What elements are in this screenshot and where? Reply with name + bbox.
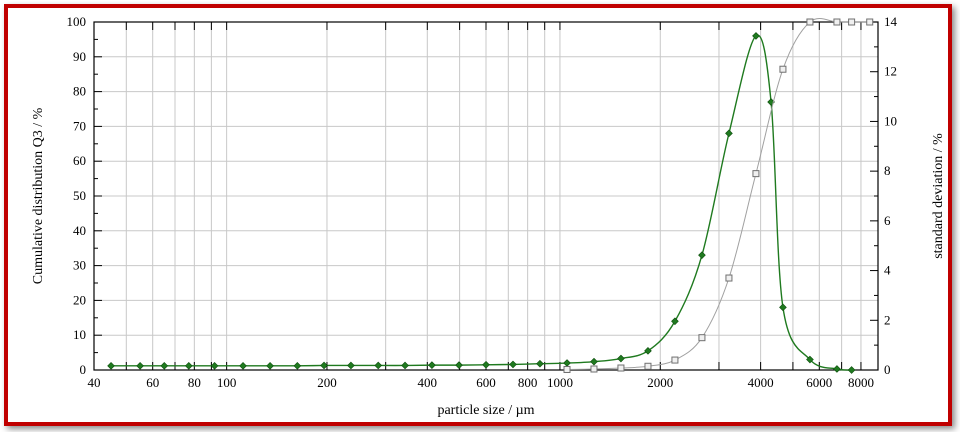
y-right-tick-label: 12 (884, 64, 897, 79)
data-point-diamond (725, 129, 733, 138)
data-point-square (590, 365, 598, 373)
data-point-square (779, 65, 787, 73)
y-right-tick-label: 2 (884, 312, 891, 327)
data-point-diamond (833, 365, 841, 373)
series-line-2 (566, 18, 870, 371)
y-right-tick-label: 10 (884, 113, 897, 128)
x-tick-label: 2000 (647, 375, 673, 390)
data-point-diamond (671, 317, 679, 326)
y-left-tick-label: 80 (73, 84, 86, 99)
y-right-tick-label: 6 (884, 213, 891, 228)
data-point-diamond (698, 251, 706, 259)
data-point-diamond (752, 32, 760, 40)
data-point-square (752, 170, 760, 178)
data-point-diamond (293, 361, 302, 370)
data-point-diamond (536, 359, 544, 368)
series-line-1 (111, 34, 852, 371)
data-point-diamond (455, 361, 463, 369)
data-point-diamond (779, 303, 787, 312)
y-left-axis-title: Cumulative distribution Q3 / % (31, 107, 46, 284)
data-point-diamond (428, 361, 436, 369)
x-tick-label: 100 (217, 375, 237, 390)
y-right-tick-label: 0 (884, 362, 891, 377)
y-left-tick-label: 30 (73, 258, 86, 273)
x-tick-label: 8000 (848, 375, 874, 390)
data-point-diamond (320, 361, 328, 370)
data-point-diamond (509, 360, 517, 369)
data-point-diamond (266, 361, 274, 370)
y-right-tick-label: 8 (884, 163, 891, 178)
data-point-diamond (590, 357, 598, 366)
x-tick-label: 6000 (806, 375, 832, 390)
x-tick-label: 800 (518, 375, 538, 390)
data-point-diamond (210, 361, 219, 370)
x-tick-label: 600 (476, 375, 496, 390)
data-point-square (833, 18, 841, 26)
chart-frame: 0 10 20 30 40 50 60 70 80 90 100 0 2 4 6 8 10 12 14 40 60 80 1… (4, 4, 952, 426)
y-left-tick-label: 10 (73, 327, 86, 342)
x-tick-label: 60 (146, 375, 159, 390)
data-point-square (617, 364, 625, 372)
y-left-tick-label: 100 (67, 14, 87, 29)
data-point-square (866, 18, 874, 26)
data-point-square (806, 18, 814, 26)
data-point-diamond (401, 361, 409, 370)
y-left-tick-label: 40 (73, 223, 86, 238)
grid-lines (93, 21, 879, 371)
data-point-diamond (644, 347, 652, 355)
y-left-tick-label: 60 (73, 153, 86, 168)
y-right-tick-label: 14 (884, 14, 898, 29)
data-point-diamond (482, 360, 490, 369)
data-point-diamond (107, 361, 115, 370)
data-point-diamond (239, 361, 247, 370)
y-right-axis-title: standard deviation / % (931, 133, 946, 259)
y-right-tick-label: 4 (884, 263, 891, 278)
x-tick-label: 400 (418, 375, 438, 390)
axes (93, 21, 879, 371)
x-axis-title: particle size / µm (437, 403, 534, 418)
y-left-tick-label: 90 (73, 49, 86, 64)
data-point-diamond (563, 359, 571, 367)
data-point-diamond (347, 361, 355, 370)
data-point-diamond (847, 366, 856, 374)
data-point-diamond (184, 361, 193, 370)
data-point-square (644, 362, 652, 370)
data-series (107, 18, 874, 374)
x-tick-label: 80 (188, 375, 201, 390)
data-point-square (848, 18, 856, 26)
y-left-tick-label: 0 (80, 362, 87, 377)
x-tick-label: 40 (88, 375, 101, 390)
data-point-diamond (374, 361, 383, 370)
data-point-diamond (806, 355, 814, 364)
data-point-square (725, 274, 733, 282)
data-point-diamond (160, 361, 169, 370)
data-point-square (698, 334, 706, 342)
x-tick-label: 1000 (547, 375, 573, 390)
data-point-square (563, 366, 571, 374)
data-point-square (671, 356, 679, 364)
x-tick-label: 200 (317, 375, 337, 390)
data-point-diamond (136, 361, 144, 370)
plot-border (93, 21, 879, 371)
y-left-tick-label: 50 (73, 188, 86, 203)
x-tick-label: 4000 (748, 375, 774, 390)
y-left-tick-label: 20 (73, 292, 86, 307)
data-point-diamond (617, 354, 625, 363)
y-left-tick-label: 70 (73, 118, 86, 133)
